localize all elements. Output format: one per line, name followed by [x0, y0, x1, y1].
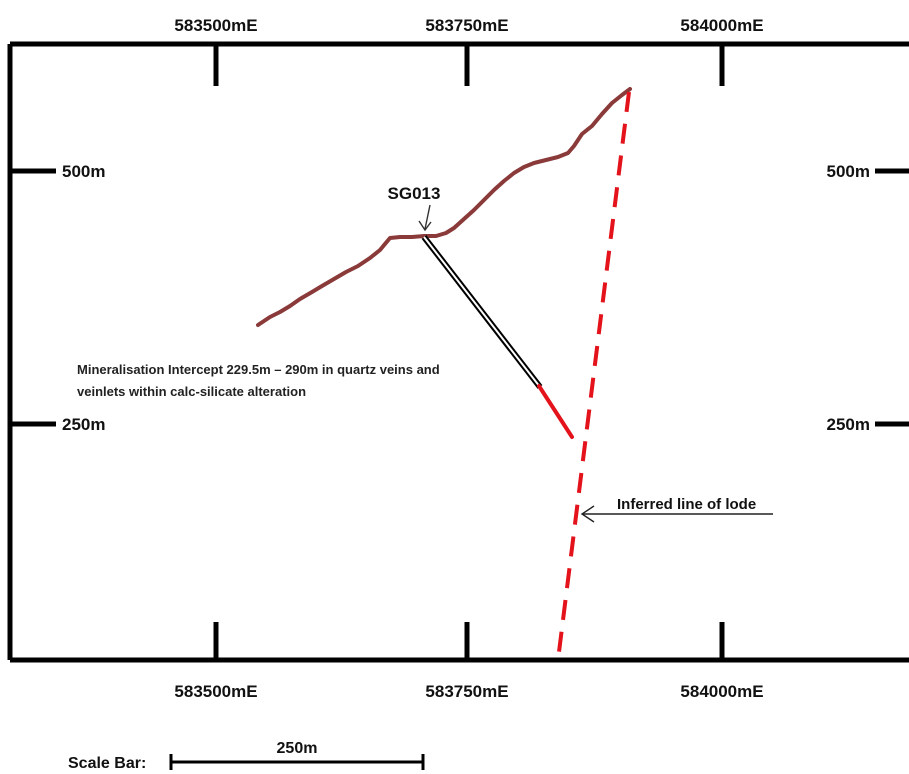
bottom-easting-ticks [213, 622, 725, 660]
topography-line [256, 87, 632, 327]
intercept-note-line2: veinlets within calc-silicate alteration [77, 384, 306, 399]
drillhole-label: SG013 [388, 184, 441, 203]
rl-label-left: 500m [62, 162, 105, 181]
easting-label-top: 583750mE [425, 16, 508, 35]
top-easting-ticks [213, 44, 725, 86]
intercept-note-line1: Mineralisation Intercept 229.5m – 290m i… [77, 362, 440, 377]
rl-label-left: 250m [62, 415, 105, 434]
easting-label-bottom: 583500mE [174, 682, 257, 701]
lode-label-arrow [580, 505, 773, 523]
inferred-lode-line [556, 91, 631, 661]
easting-label-top: 584000mE [680, 16, 763, 35]
easting-label-top: 583500mE [174, 16, 257, 35]
rl-label-right: 500m [827, 162, 870, 181]
scale-bar-label: Scale Bar: [68, 755, 146, 772]
section-frame [7, 41, 909, 663]
mineralised-intercept [537, 384, 574, 439]
right-rl-ticks [875, 168, 909, 427]
left-rl-ticks [10, 168, 56, 427]
rl-label-right: 250m [827, 415, 870, 434]
drillhole-trace [421, 235, 543, 389]
drillhole-label-arrow [418, 204, 432, 232]
easting-label-bottom: 583750mE [425, 682, 508, 701]
easting-label-bottom: 584000mE [680, 682, 763, 701]
scale-bar [169, 754, 425, 770]
lode-label: Inferred line of lode [617, 496, 756, 513]
scale-bar-length: 250m [277, 740, 318, 757]
